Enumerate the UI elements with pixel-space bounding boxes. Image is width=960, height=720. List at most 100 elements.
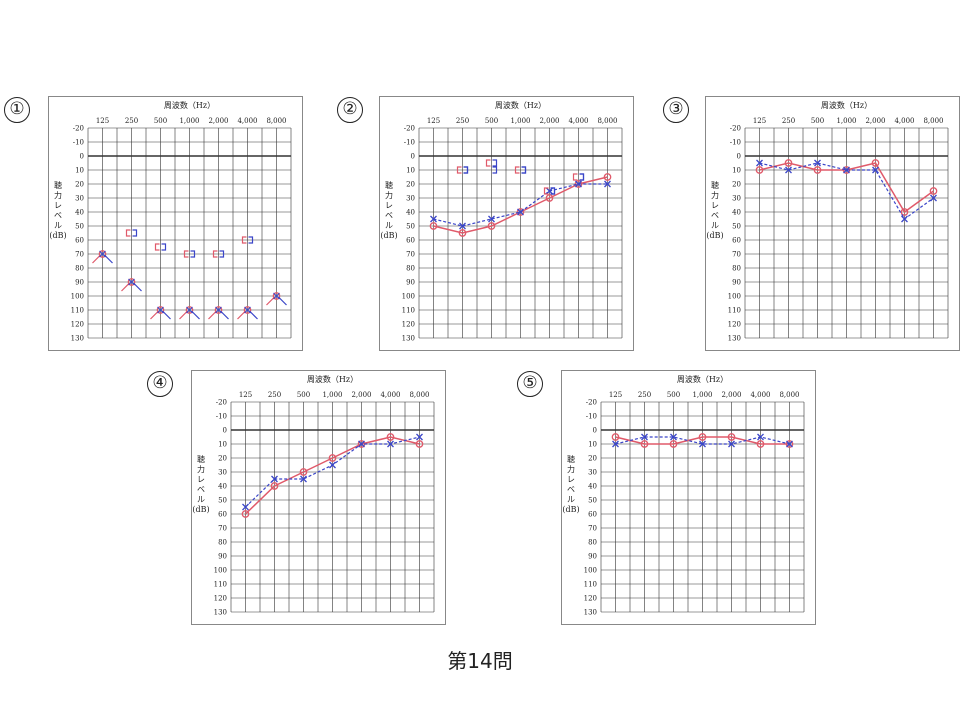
x-tick-label: 4,000: [237, 117, 257, 125]
x-tick-label: 2,000: [721, 391, 741, 399]
audiogram-chart-1: 周波数（Hz）125 250 500 1,000 2,000 4,000 8,000-20-…: [48, 96, 303, 351]
x-tick-label: 125: [427, 117, 440, 125]
chart-number-5: ⑤: [517, 371, 543, 397]
audiogram-chart-3: 周波数（Hz）125 250 500 1,000 2,000 4,000 8,000-20-…: [705, 96, 960, 351]
y-tick-label: 30: [218, 469, 227, 477]
right-air-marker: [574, 180, 583, 188]
left-air-marker: [641, 433, 648, 441]
y-tick-label: 130: [402, 335, 415, 343]
left-bone-marker: [463, 166, 469, 174]
y-tick-label: 70: [218, 525, 227, 533]
y-tick-label: 110: [402, 307, 415, 315]
left-air-marker: [785, 166, 792, 174]
y-axis-label: ベ: [197, 485, 205, 494]
y-axis-label: ル: [54, 221, 62, 230]
right-air-marker: [386, 433, 395, 441]
right-bone-marker: [572, 173, 578, 181]
y-tick-label: -20: [216, 399, 227, 407]
right-air-marker: [487, 222, 496, 230]
y-tick-label: 40: [406, 209, 415, 217]
left-air-marker: [358, 440, 365, 448]
y-tick-label: 20: [218, 455, 227, 463]
right-bone-marker: [183, 250, 189, 258]
chart-number-4: ④: [147, 371, 173, 397]
right-air-marker: [98, 250, 107, 258]
y-axis-label: 力: [385, 190, 393, 200]
no-response-arrow: [237, 310, 246, 320]
x-tick-label: 4,000: [750, 391, 770, 399]
left-bone-marker: [248, 236, 254, 244]
y-axis-label: ベ: [711, 211, 719, 220]
y-axis-label: ベ: [567, 485, 575, 494]
left-air-marker: [517, 208, 524, 216]
x-tick-label: 1,000: [179, 117, 199, 125]
y-tick-label: 110: [214, 581, 227, 589]
x-tick-label: 125: [239, 391, 252, 399]
left-air-marker: [814, 159, 821, 167]
series-left-bone: [463, 166, 585, 195]
right-air-marker: [611, 433, 620, 441]
y-tick-label: 80: [732, 265, 741, 273]
y-axis-label: 聴: [711, 180, 719, 190]
y-axis-label: レ: [54, 201, 62, 210]
x-tick-label: 1,000: [510, 117, 530, 125]
left-air-marker: [843, 166, 850, 174]
y-tick-label: 100: [584, 567, 597, 575]
right-bone-marker: [485, 159, 491, 167]
x-tick-label: 500: [811, 117, 824, 125]
y-tick-label: 100: [728, 293, 741, 301]
chart-frame: [48, 96, 303, 351]
series-left-air: [242, 433, 423, 511]
chart-title: 周波数（Hz）: [164, 100, 215, 110]
right-air-marker: [929, 187, 938, 195]
y-tick-label: 40: [75, 209, 84, 217]
y-tick-label: -10: [216, 413, 227, 421]
y-tick-label: 60: [732, 237, 741, 245]
left-air-marker: [756, 159, 763, 167]
y-tick-label: -20: [404, 125, 415, 133]
y-axis-label: 力: [54, 190, 62, 200]
series-left-air: [756, 159, 937, 223]
y-tick-label: 130: [214, 609, 227, 617]
y-tick-label: 70: [732, 251, 741, 259]
left-bone-marker: [521, 166, 527, 174]
y-tick-label: 130: [71, 335, 84, 343]
right-bone-marker: [154, 243, 160, 251]
series-right-air: [92, 250, 287, 320]
y-tick-label: 10: [406, 167, 415, 175]
y-tick-label: 110: [584, 581, 597, 589]
y-tick-label: 20: [732, 181, 741, 189]
left-air-marker: [459, 222, 466, 230]
y-axis-label: (dB): [49, 231, 66, 240]
left-air-marker: [930, 194, 937, 202]
y-tick-label: 110: [71, 307, 84, 315]
right-air-marker: [640, 440, 649, 448]
y-tick-label: 30: [406, 195, 415, 203]
chart-title: 周波数（Hz）: [821, 100, 872, 110]
chart-number-3: ③: [663, 97, 689, 123]
x-tick-label: 8,000: [779, 391, 799, 399]
left-air-marker: [271, 475, 278, 483]
right-air-marker: [214, 306, 223, 314]
y-axis-label: レ: [711, 201, 719, 210]
y-tick-label: 120: [214, 595, 227, 603]
left-bone-marker: [219, 250, 225, 258]
left-bone-marker: [492, 159, 498, 167]
x-tick-label: 1,000: [322, 391, 342, 399]
left-air-marker: [416, 433, 423, 441]
left-air-marker: [901, 215, 908, 223]
series-left-air: [612, 433, 793, 448]
right-air-marker: [756, 440, 765, 448]
grid: [87, 127, 292, 339]
x-tick-label: 8,000: [266, 117, 286, 125]
y-axis-label: レ: [197, 475, 205, 484]
y-axis-label: ル: [385, 221, 393, 230]
left-air-marker: [329, 461, 336, 469]
chart-frame: [191, 370, 446, 625]
series-right-air: [241, 433, 424, 518]
y-tick-label: 60: [218, 511, 227, 519]
y-tick-label: 10: [75, 167, 84, 175]
series-line: [244, 436, 420, 515]
audiogram-chart-5: 周波数（Hz）125 250 500 1,000 2,000 4,000 8,000-20-…: [561, 370, 816, 625]
y-tick-label: 100: [214, 567, 227, 575]
